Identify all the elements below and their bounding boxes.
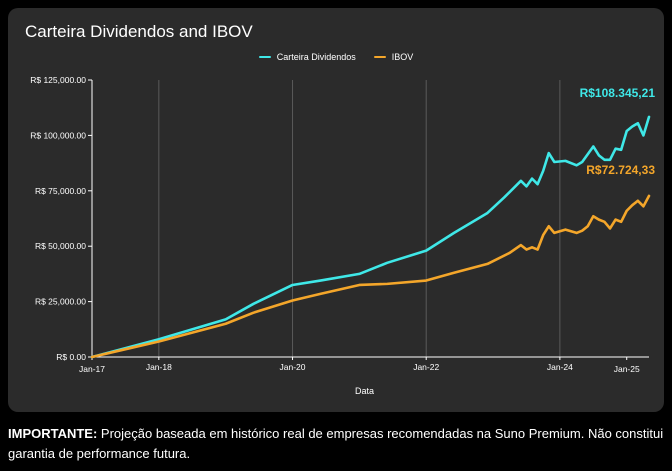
disclaimer-bold: IMPORTANTE: [8, 426, 98, 441]
x-axis-title: Data [355, 386, 374, 396]
legend-label-ibov: IBOV [391, 52, 414, 62]
chart-title: Carteira Dividendos and IBOV [25, 22, 253, 41]
chart-legend: Carteira Dividendos IBOV [8, 52, 664, 62]
end-value-label-carteira: R$108.345,21 [580, 86, 656, 100]
legend-item-ibov: IBOV [373, 52, 414, 62]
y-tick-label: R$ 25,000.00 [35, 297, 86, 307]
x-tick-label: Jan-20 [280, 362, 306, 372]
chart-card: Carteira Dividendos and IBOV Carteira Di… [8, 8, 664, 412]
y-tick-label: R$ 50,000.00 [35, 241, 86, 251]
y-tick-label: R$ 0.00 [56, 352, 86, 362]
disclaimer-text: Projeção baseada em histórico real de em… [8, 426, 664, 461]
end-value-label-ibov: R$72.724,33 [586, 163, 655, 177]
y-tick-label: R$ 75,000.00 [35, 186, 86, 196]
x-tick-label: Jan-17 [79, 364, 105, 374]
legend-swatch-ibov [373, 56, 386, 58]
series-line-carteira [90, 115, 651, 359]
x-tick-label: Jan-25 [614, 364, 640, 374]
legend-item-carteira: Carteira Dividendos [258, 52, 356, 62]
legend-label-carteira: Carteira Dividendos [276, 52, 356, 62]
series-line-ibov [90, 194, 651, 359]
x-tick-label: Jan-24 [547, 362, 573, 372]
y-tick-label: R$ 100,000.00 [30, 130, 86, 140]
line-chart: R$ 0.00 R$ 25,000.00 R$ 50,000.00 R$ 75,000… [30, 75, 656, 396]
legend-swatch-carteira [258, 56, 271, 58]
y-tick-label: R$ 125,000.00 [30, 75, 86, 85]
disclaimer: IMPORTANTE: Projeção baseada em históric… [8, 424, 664, 464]
x-tick-label: Jan-18 [146, 362, 172, 372]
x-tick-label: Jan-22 [413, 362, 439, 372]
